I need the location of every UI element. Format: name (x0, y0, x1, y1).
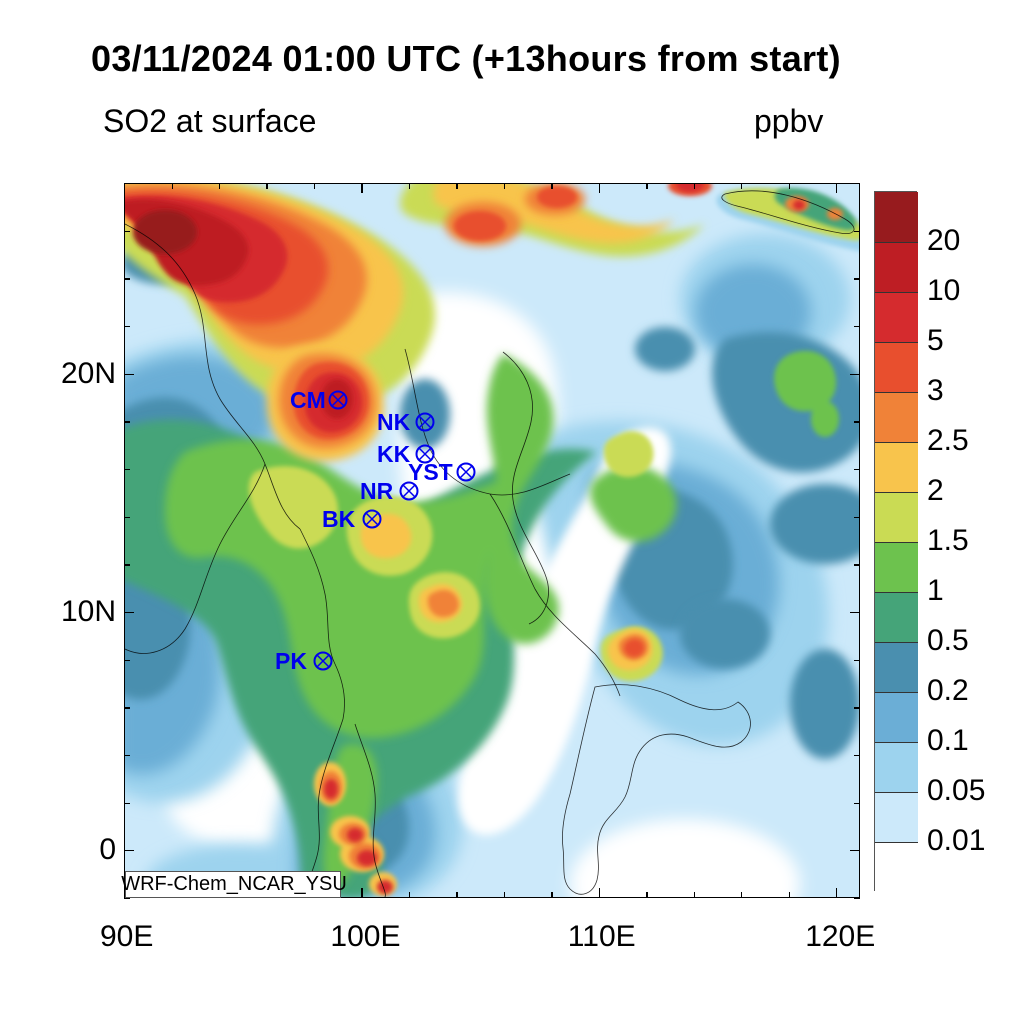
svg-text:KK: KK (377, 441, 411, 467)
svg-text:NR: NR (360, 478, 394, 504)
svg-text:NK: NK (377, 409, 411, 435)
svg-text:CM: CM (290, 387, 326, 413)
svg-text:PK: PK (275, 648, 307, 674)
svg-text:BK: BK (322, 506, 356, 532)
svg-text:YST: YST (408, 459, 453, 485)
